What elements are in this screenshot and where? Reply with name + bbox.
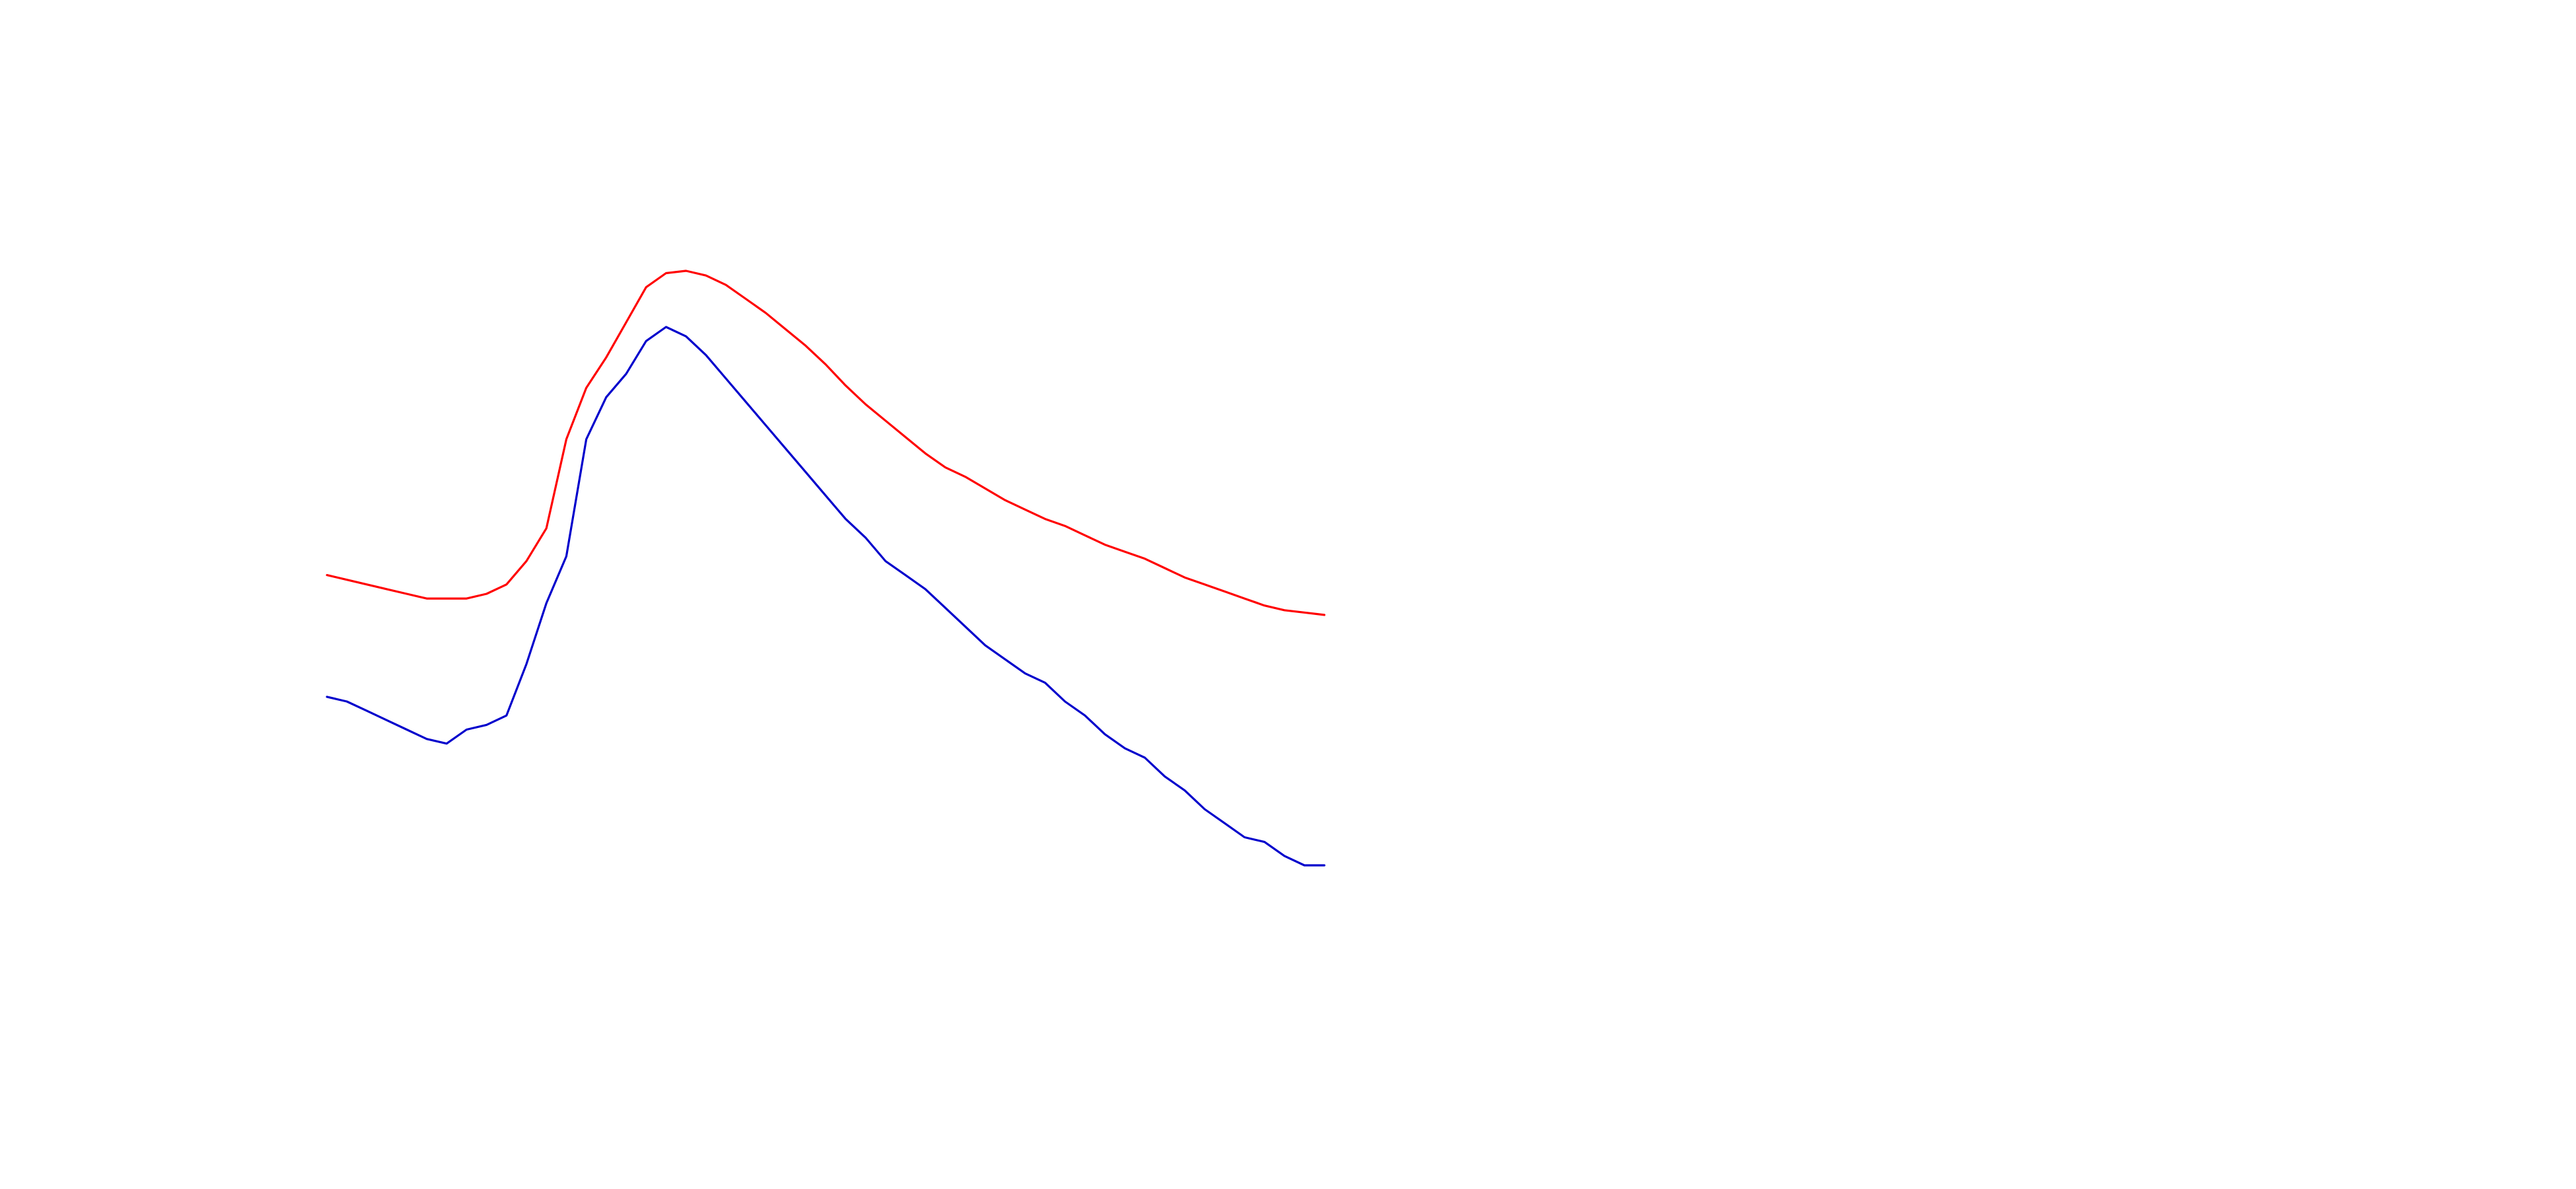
- series-line-1: [326, 270, 1326, 616]
- series-line-2: [326, 326, 1326, 867]
- series-layer: [326, 270, 1326, 867]
